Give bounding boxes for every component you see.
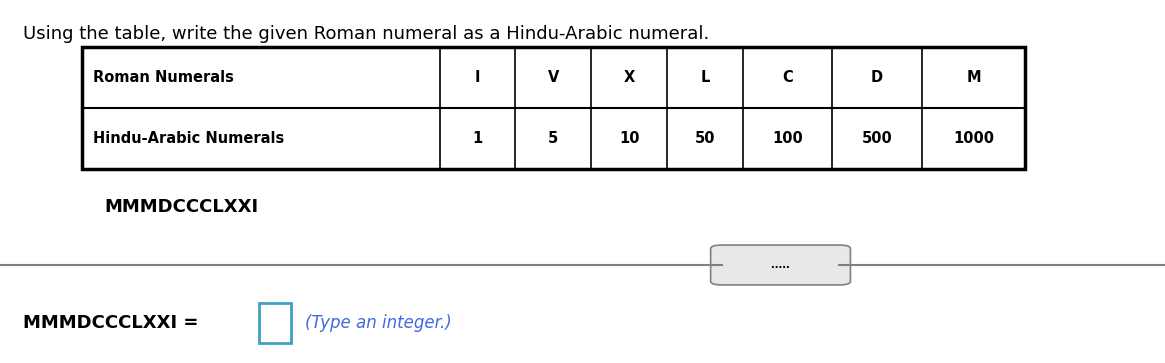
Text: X: X [623,70,635,85]
Text: Hindu-Arabic Numerals: Hindu-Arabic Numerals [93,131,284,146]
Bar [259,303,291,343]
Text: V: V [548,70,559,85]
Text: MMMDCCCLXXI =: MMMDCCCLXXI = [23,314,199,332]
FancyBboxPatch shape [711,245,850,285]
Text: 1000: 1000 [953,131,994,146]
Text: 5: 5 [549,131,558,146]
Text: .....: ..... [771,260,790,270]
Text: Using the table, write the given Roman numeral as a Hindu-Arabic numeral.: Using the table, write the given Roman n… [23,25,709,44]
Text: I: I [475,70,480,85]
Bar [82,47,1025,169]
Text: L: L [700,70,709,85]
Text: Roman Numerals: Roman Numerals [93,70,234,85]
Text: 100: 100 [772,131,803,146]
Text: 500: 500 [862,131,892,146]
Text: 50: 50 [694,131,715,146]
Text: (Type an integer.): (Type an integer.) [305,314,452,332]
Text: MMMDCCCLXXI: MMMDCCCLXXI [105,198,259,216]
Text: M: M [966,70,981,85]
Text: 10: 10 [619,131,640,146]
Text: 1: 1 [473,131,482,146]
Text: C: C [782,70,793,85]
Text: D: D [871,70,883,85]
